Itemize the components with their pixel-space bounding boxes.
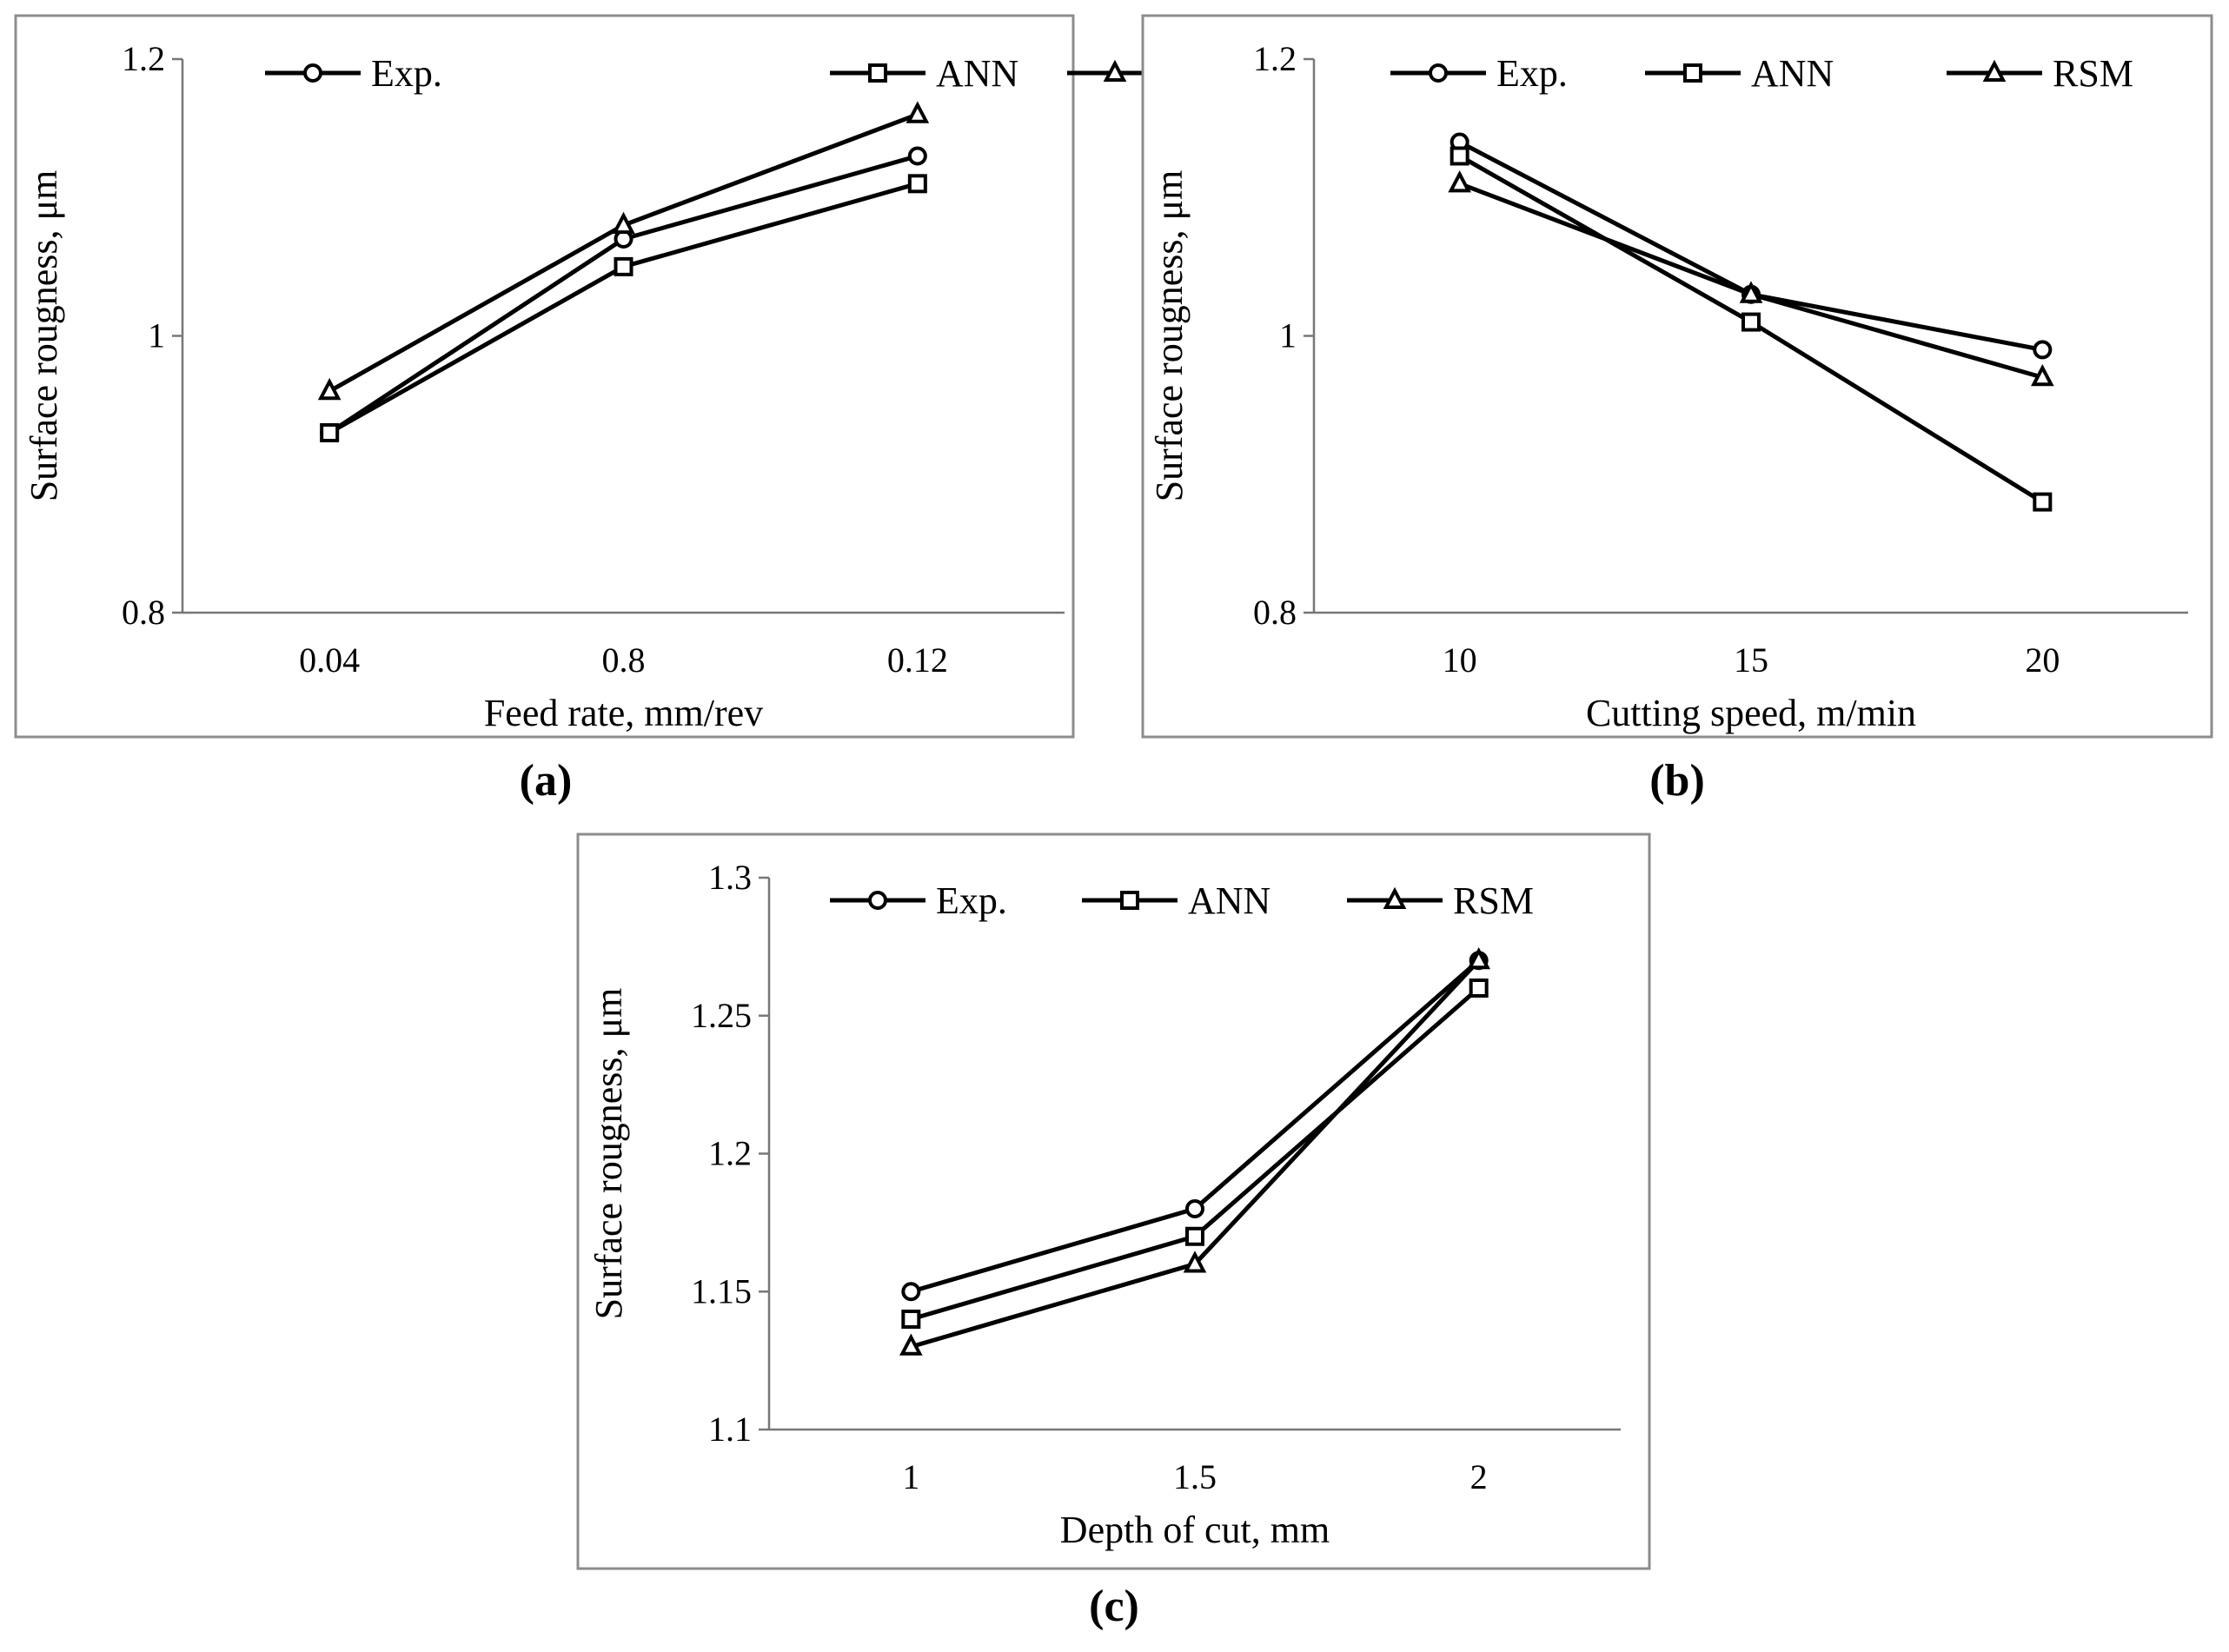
x-tick-label: 20 bbox=[2025, 640, 2060, 680]
panel-frame bbox=[14, 14, 1075, 739]
y-tick-label: 1.2 bbox=[122, 39, 165, 78]
data-point-rsm bbox=[906, 101, 930, 123]
panel-frame bbox=[576, 833, 1651, 1570]
legend-entry: ANN bbox=[1751, 52, 1834, 95]
data-point-ann bbox=[1469, 979, 1489, 998]
legend-marker bbox=[868, 63, 887, 83]
legend-marker bbox=[1120, 891, 1139, 910]
x-tick-label: 0.04 bbox=[299, 640, 360, 680]
data-point-ann bbox=[1741, 312, 1761, 332]
data-point-exp bbox=[901, 1282, 921, 1302]
y-tick-label: 0.8 bbox=[122, 593, 165, 632]
data-point-rsm bbox=[612, 211, 635, 235]
panel-frame bbox=[1141, 14, 2213, 739]
panel-label: (c) bbox=[1089, 1582, 1139, 1631]
y-tick-label: 1.25 bbox=[691, 996, 752, 1035]
legend-marker bbox=[1383, 886, 1407, 909]
legend-entry: Exp. bbox=[371, 52, 442, 95]
y-tick-label: 1.1 bbox=[708, 1410, 752, 1449]
data-point-rsm bbox=[1448, 170, 1471, 193]
data-point-rsm bbox=[2031, 363, 2054, 387]
y-tick-label: 1 bbox=[148, 316, 165, 355]
chart-panel-b: 0.8 1 1.2 10 15 20 Cutting speed, m/min Surface… bbox=[1141, 14, 2213, 806]
legend-entry: Exp. bbox=[1496, 52, 1568, 95]
legend-marker bbox=[303, 63, 322, 83]
data-point-ann bbox=[1450, 146, 1469, 166]
x-axis-title: Depth of cut, mm bbox=[1060, 1509, 1330, 1551]
data-point-ann bbox=[907, 174, 927, 194]
x-tick-label: 10 bbox=[1443, 640, 1477, 680]
data-point-exp bbox=[1185, 1199, 1204, 1218]
x-tick-label: 1 bbox=[902, 1457, 919, 1496]
y-tick-label: 1 bbox=[1279, 316, 1297, 355]
chart-panel-a: 0.8 1 1.2 0.04 0.8 0.12 Feed rate, mm/rev Surfa… bbox=[14, 14, 1254, 806]
y-tick-label: 1.3 bbox=[708, 858, 752, 897]
x-axis-title: Feed rate, mm/rev bbox=[484, 692, 763, 734]
data-point-rsm bbox=[899, 1333, 923, 1356]
y-tick-label: 1.15 bbox=[691, 1271, 752, 1310]
x-tick-label: 0.8 bbox=[602, 640, 646, 680]
y-tick-label: 1.2 bbox=[1253, 39, 1297, 78]
data-point-rsm bbox=[1739, 281, 1763, 303]
x-tick-label: 1.5 bbox=[1173, 1457, 1217, 1496]
chart-panel-c: 1.1 1.15 1.2 1.25 1.3 1 1.5 2 Depth of cut, mm Su… bbox=[576, 833, 1651, 1631]
data-point-exp bbox=[2033, 340, 2053, 360]
legend-entry: RSM bbox=[2053, 52, 2133, 95]
y-axis-title: Surface rougness, μm bbox=[23, 170, 65, 502]
legend-marker bbox=[868, 891, 887, 910]
data-point-ann bbox=[2033, 492, 2053, 512]
x-axis-title: Cutting speed, m/min bbox=[1586, 692, 1916, 734]
legend-entry: ANN bbox=[936, 52, 1018, 95]
data-point-rsm bbox=[1183, 1251, 1207, 1273]
panel-label: (a) bbox=[520, 756, 573, 806]
data-point-ann bbox=[901, 1310, 921, 1329]
legend-entry: Exp. bbox=[936, 879, 1007, 922]
data-point-ann bbox=[1185, 1226, 1204, 1246]
x-tick-label: 2 bbox=[1470, 1457, 1488, 1496]
data-point-ann bbox=[320, 422, 340, 442]
legend-entry: RSM bbox=[1453, 879, 1534, 922]
y-tick-label: 0.8 bbox=[1253, 593, 1297, 632]
data-point-rsm bbox=[317, 377, 342, 401]
data-point-exp bbox=[907, 146, 927, 166]
x-tick-label: 15 bbox=[1734, 640, 1768, 680]
x-tick-label: 0.12 bbox=[887, 640, 948, 680]
legend-marker bbox=[1683, 63, 1702, 83]
legend-marker bbox=[1982, 59, 2007, 82]
y-tick-label: 1.2 bbox=[708, 1134, 752, 1173]
panel-label: (b) bbox=[1649, 756, 1705, 806]
legend-entry: ANN bbox=[1188, 879, 1270, 922]
data-point-rsm bbox=[1467, 946, 1490, 970]
legend-marker bbox=[1429, 63, 1448, 83]
data-point-ann bbox=[614, 256, 634, 276]
y-axis-title: Surface rougness, μm bbox=[1148, 170, 1191, 502]
legend-marker bbox=[1103, 59, 1127, 82]
y-axis-title: Surface rougness, μm bbox=[587, 988, 630, 1320]
